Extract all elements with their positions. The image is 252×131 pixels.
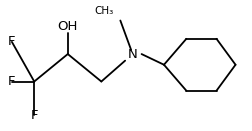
Text: F: F: [30, 109, 38, 122]
Text: F: F: [8, 35, 16, 48]
Text: F: F: [8, 75, 16, 88]
Text: N: N: [127, 48, 137, 61]
Text: OH: OH: [57, 20, 78, 33]
Text: CH₃: CH₃: [94, 6, 113, 16]
